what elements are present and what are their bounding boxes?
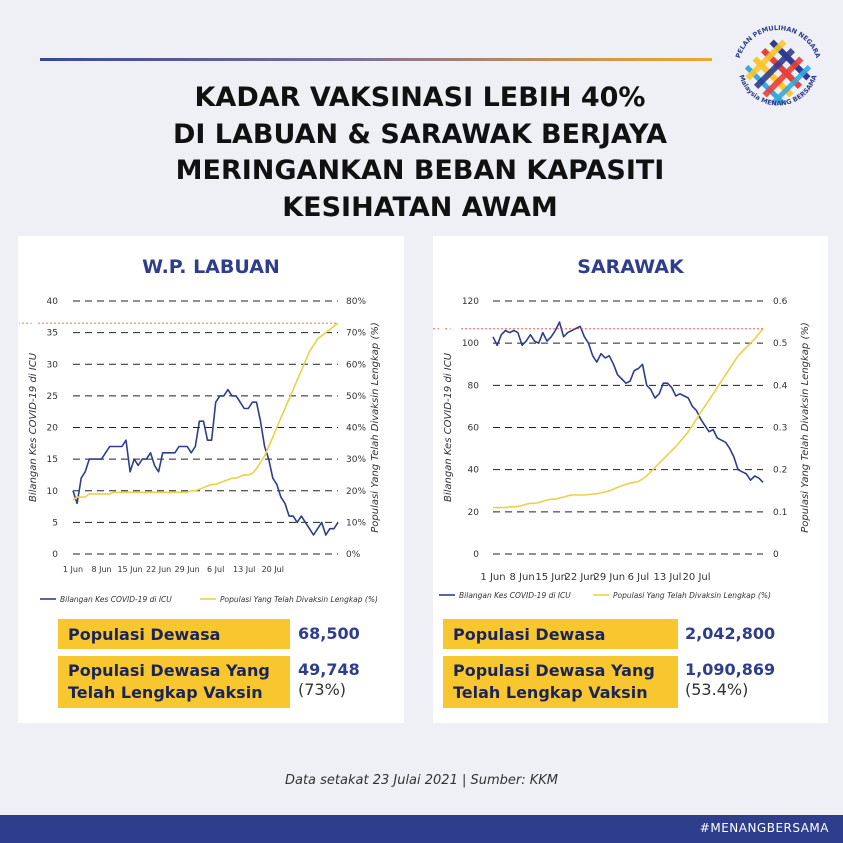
title-line: DI LABUAN & SARAWAK BERJAYA <box>172 118 668 150</box>
y2-tick-label: 60% <box>346 360 366 370</box>
x-tick-label: 20 Jul <box>683 572 711 583</box>
y2-tick-label: 0.5 <box>773 339 787 349</box>
title-line: KADAR VAKSINASI LEBIH 40% <box>194 82 646 113</box>
stat-label-adult-pop: Populasi Dewasa <box>443 619 678 649</box>
stat-value-vaccinated: 49,748 (73%) <box>298 660 360 700</box>
title-line: MERINGANKAN BEBAN KAPASITI <box>175 155 665 186</box>
stat-label-line: Populasi Dewasa Yang <box>453 661 655 680</box>
stat-percent: (53.4%) <box>685 680 749 699</box>
y-tick-label: 100 <box>462 339 479 349</box>
y2-tick-label: 0.3 <box>773 424 787 434</box>
y-tick-label: 40 <box>468 466 480 476</box>
y2-tick-label: 30% <box>346 455 366 465</box>
y-axis-title: Bilangan Kes COVID-19 di ICU <box>443 352 454 502</box>
y-tick-label: 120 <box>462 297 479 307</box>
stat-label-line: Telah Lengkap Vaksin <box>453 683 648 702</box>
y-tick-label: 5 <box>52 518 58 528</box>
callout-value: 53.4% <box>433 320 462 340</box>
sarawak-panel: SARAWAK 0 20 40 60 80 100 120 0 0.1 0.2 0.3 0.4 0.5 0… <box>433 236 828 723</box>
y2-tick-label: 20% <box>346 487 366 497</box>
x-tick-label: 15 Jun <box>535 572 567 583</box>
stat-value-adult-pop: 2,042,800 <box>685 624 776 643</box>
stat-label-vaccinated: Populasi Dewasa Yang Telah Lengkap Vaksi… <box>58 656 290 708</box>
stat-percent: (73%) <box>298 680 347 699</box>
vaccination-line <box>72 322 339 501</box>
x-tick-label: 1 Jun <box>63 565 83 574</box>
x-tick-label: 6 Jul <box>628 572 650 583</box>
y2-tick-label: 0% <box>346 550 361 560</box>
x-tick-label: 13 Jul <box>233 565 255 574</box>
labuan-chart: 0 5 10 15 20 25 30 35 40 0% 10% 20% 30% 40% 50% 60% 70% 8… <box>18 297 381 604</box>
stat-count: 1,090,869 <box>685 660 776 679</box>
y2-tick-label: 80% <box>346 297 366 307</box>
y-tick-label: 30 <box>47 360 59 370</box>
stat-count: 49,748 <box>298 660 360 679</box>
stat-label-line: Telah Lengkap Vaksin <box>68 683 263 702</box>
legend-label: Populasi Yang Telah Divaksin Lengkap (%) <box>220 595 378 604</box>
pelan-pemulihan-logo: PELAN PEMULIHAN NEGARA Malaysia MENANG B… <box>734 24 822 108</box>
y-tick-label: 60 <box>468 424 480 434</box>
stat-value-vaccinated: 1,090,869 (53.4%) <box>685 660 775 700</box>
y-tick-label: 20 <box>47 424 59 434</box>
title-line: KESIHATAN AWAM <box>282 191 558 223</box>
x-tick-label: 15 Jun <box>117 565 142 574</box>
sarawak-chart-title: SARAWAK <box>577 256 684 278</box>
y-tick-label: 35 <box>47 329 58 339</box>
stat-label-line: Populasi Dewasa Yang <box>68 661 270 680</box>
y2-tick-label: 0.6 <box>773 297 788 307</box>
x-tick-label: 22 Jun <box>564 572 596 583</box>
y2-tick-label: 0.1 <box>773 508 787 518</box>
x-tick-label: 8 Jun <box>91 565 111 574</box>
y2-axis-title: Populasi Yang Telah Divaksin Lengkap (%) <box>800 322 811 533</box>
source-footer: Data setakat 23 Julai 2021 | Sumber: KKM <box>284 773 559 788</box>
x-tick-label: 29 Jun <box>175 565 200 574</box>
y2-tick-label: 70% <box>346 329 366 339</box>
x-tick-label: 8 Jun <box>509 572 534 583</box>
y-tick-label: 25 <box>47 392 58 402</box>
y-tick-label: 20 <box>468 508 480 518</box>
x-tick-label: 1 Jun <box>480 572 505 583</box>
y2-tick-label: 0.4 <box>773 381 788 391</box>
y-tick-label: 80 <box>468 381 480 391</box>
legend-label: Populasi Yang Telah Divaksin Lengkap (%) <box>613 591 771 600</box>
y-tick-label: 0 <box>473 550 479 560</box>
bottom-bar: #MENANGBERSAMA <box>0 815 843 843</box>
x-tick-label: 22 Jun <box>146 565 171 574</box>
icu-cases-line <box>72 388 339 536</box>
y2-tick-label: 50% <box>346 392 366 402</box>
top-accent-line <box>40 58 712 61</box>
vaccination-line <box>493 328 764 509</box>
page-title: KADAR VAKSINASI LEBIH 40% DI LABUAN & SA… <box>80 80 760 226</box>
y2-tick-label: 40% <box>346 424 366 434</box>
x-tick-label: 13 Jul <box>653 572 681 583</box>
legend-label: Bilangan Kes COVID-19 di ICU <box>459 591 571 600</box>
hashtag: #MENANGBERSAMA <box>699 821 829 835</box>
y-tick-label: 10 <box>47 487 59 497</box>
stat-label-adult-pop: Populasi Dewasa <box>58 619 290 649</box>
y2-tick-label: 10% <box>346 518 366 528</box>
logo-text-top: PELAN PEMULIHAN NEGARA <box>734 24 822 59</box>
icu-cases-line <box>492 321 764 483</box>
y-tick-label: 40 <box>47 297 59 307</box>
labuan-chart-title: W.P. LABUAN <box>142 256 280 278</box>
labuan-panel: W.P. LABUAN 0 5 10 15 20 25 30 35 40 0% 10% 20% 30% 4… <box>18 236 404 723</box>
y-tick-label: 15 <box>47 455 58 465</box>
x-tick-label: 6 Jul <box>207 565 224 574</box>
sarawak-chart: 0 20 40 60 80 100 120 0 0.1 0.2 0.3 0.4 0.5 0.6 1 Jun 8… <box>433 297 811 600</box>
y-tick-label: 0 <box>52 550 58 560</box>
stat-value-adult-pop: 68,500 <box>298 624 360 643</box>
y2-axis-title: Populasi Yang Telah Divaksin Lengkap (%) <box>370 322 381 533</box>
legend-label: Bilangan Kes COVID-19 di ICU <box>60 595 172 604</box>
x-tick-label: 20 Jul <box>262 565 284 574</box>
y2-tick-label: 0 <box>773 550 779 560</box>
y2-tick-label: 0.2 <box>773 466 787 476</box>
stat-label-vaccinated: Populasi Dewasa Yang Telah Lengkap Vaksi… <box>443 656 678 708</box>
y-axis-title: Bilangan Kes COVID-19 di ICU <box>28 352 39 502</box>
x-tick-label: 29 Jun <box>594 572 626 583</box>
callout-value: 73% <box>18 314 38 334</box>
